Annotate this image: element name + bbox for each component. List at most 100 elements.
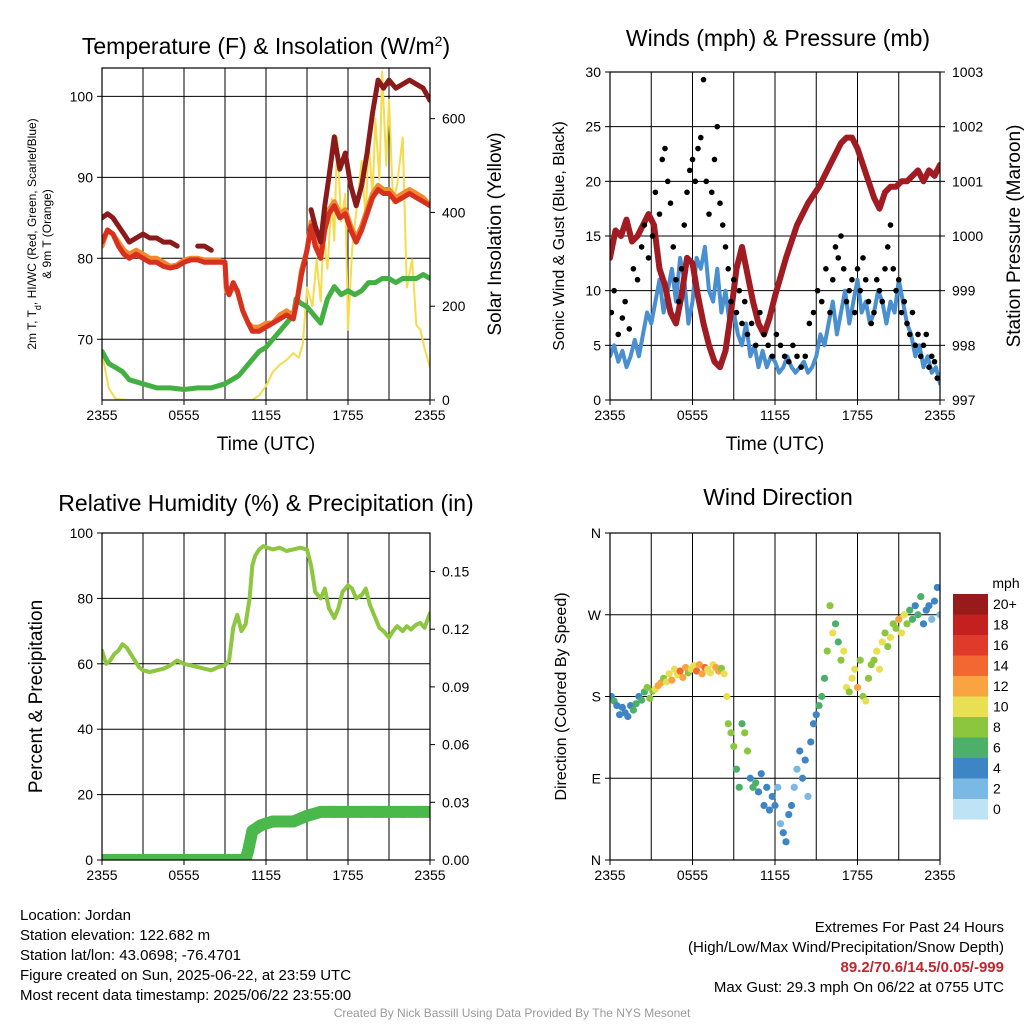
series-heat_index [308,77,430,245]
gust-point [794,353,800,360]
direction-point [933,583,940,592]
chart-temperature: 70 80 90 100 0 200 400 600 2355 0555 1155 1755 2355 T… [25,33,506,455]
direction-point [771,801,779,810]
precip-point [328,805,341,818]
direction-point [727,729,735,737]
x-tick-label: 0555 [168,867,199,883]
direction-point [735,783,743,791]
y-axis-label-line2: & 9m T (Orange) [40,189,54,279]
y-tick-label: 0 [85,852,93,868]
legend-swatch [953,614,988,635]
precip-point [342,805,354,818]
gust-point [865,298,872,305]
direction-point [723,692,731,701]
legend-swatch [953,594,988,615]
gust-point [626,326,633,332]
legend-swatch [953,737,988,758]
gust-point [659,156,666,163]
gust-point [790,342,796,349]
precip-point [410,805,423,818]
gust-point [920,342,927,349]
direction-point [881,629,889,637]
direction-point [853,683,862,692]
direction-point [665,670,673,678]
gust-point [689,156,696,163]
legend-swatch [953,635,988,656]
direction-point [870,656,878,664]
gust-point [843,298,850,305]
gust-point [615,331,622,338]
direction-point [815,701,823,710]
y-axis-label: Direction (Colored By Speed) [553,592,570,800]
direction-point [884,642,892,651]
y-tick-label: 60 [77,656,93,672]
gust-point [798,364,804,371]
legend-label: 8 [993,719,1001,735]
y-tick-label: 90 [77,169,93,185]
direction-point [679,673,687,682]
direction-point [717,664,725,672]
chart-title: Temperature (F) & Insolation (W/m2) [82,33,450,59]
extremes-heading: Extremes For Past 24 Hours [814,919,1004,936]
series-wind [610,244,940,386]
direction-point [862,697,870,705]
x-tick-label: 1755 [842,867,873,883]
direction-point [790,783,798,791]
gust-point [752,342,759,349]
legend-swatch [953,676,988,697]
legend-label: 16 [993,637,1009,653]
y2-tick-label: 1000 [952,228,983,244]
direction-point [801,756,809,764]
gust-point [904,320,910,327]
precip-point [369,805,382,818]
precip-point [314,805,327,818]
gust-point [832,244,839,250]
gust-point [926,364,932,371]
legend-label: 0 [993,801,1001,817]
direction-point [741,729,749,737]
x-axis-label: Time (UTC) [217,434,316,455]
y-tick-label: 70 [77,331,93,347]
gust-point [785,358,792,365]
x-tick-label: 2355 [924,407,955,423]
gust-point [777,342,784,349]
title-end: ) [442,33,450,59]
y2-tick-label: 0.15 [442,563,469,579]
winds-series [610,76,940,386]
direction-point [796,747,804,755]
series-pressure [610,134,940,371]
gust-point [823,266,829,272]
x-tick-label: 0555 [677,867,708,883]
gust-point [931,358,938,365]
x-tick-label: 2355 [86,407,117,423]
chart-title: Relative Humidity (%) & Precipitation (i… [58,490,473,516]
direction-point [765,806,774,814]
y-tick-label: E [592,770,601,786]
gust-point [829,276,836,283]
direction-point [919,620,928,628]
direction-point [831,620,840,628]
direction-points [610,583,940,846]
direction-point [690,662,698,670]
plot-border [101,532,431,861]
y2-axis-label: Station Pressure (Maroon) [1004,125,1024,348]
gust-point [748,320,755,327]
recent-timestamp: Most recent data timestamp: 2025/06/22 2… [20,987,352,1004]
gust-point [854,266,861,272]
direction-point [732,765,741,773]
max-gust: Max Gust: 29.3 mph On 06/22 at 0755 UTC [713,979,1004,996]
precip-point [424,805,430,818]
direction-point [754,788,763,796]
station-location: Location: Jordan [20,907,131,924]
series-heat_index [195,243,214,253]
gust-point [649,233,656,239]
gust-point [818,298,825,305]
extremes-values: 89.2/70.6/14.5/0.05/-999 [840,959,1004,976]
gust-point [928,353,935,360]
direction-point [768,792,776,801]
gust-point [814,287,821,294]
station-latlon: Station lat/lon: 43.0698; -76.4701 [20,947,242,964]
legend-label: 10 [993,699,1009,715]
gust-point [719,222,726,228]
y-tick-label: N [591,525,601,541]
